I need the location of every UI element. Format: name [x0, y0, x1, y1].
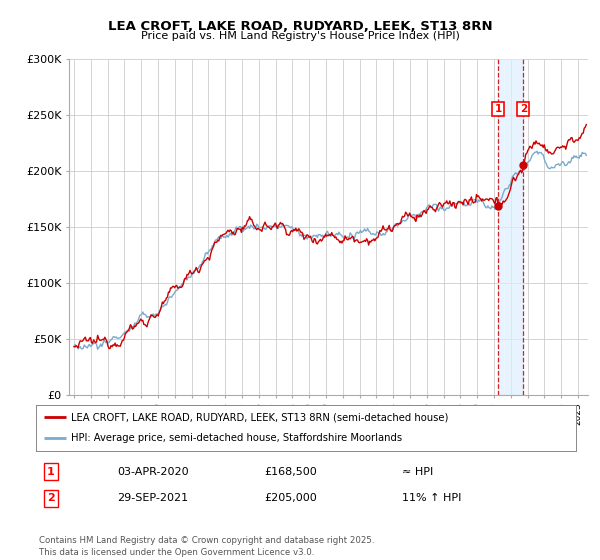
Text: 2: 2 [47, 493, 55, 503]
Text: LEA CROFT, LAKE ROAD, RUDYARD, LEEK, ST13 8RN: LEA CROFT, LAKE ROAD, RUDYARD, LEEK, ST1… [107, 20, 493, 32]
Text: ≈ HPI: ≈ HPI [402, 466, 433, 477]
Text: LEA CROFT, LAKE ROAD, RUDYARD, LEEK, ST13 8RN (semi-detached house): LEA CROFT, LAKE ROAD, RUDYARD, LEEK, ST1… [71, 412, 448, 422]
Text: £168,500: £168,500 [264, 466, 317, 477]
Text: 03-APR-2020: 03-APR-2020 [117, 466, 188, 477]
Text: 1: 1 [47, 466, 55, 477]
Text: 1: 1 [494, 104, 502, 114]
Text: Contains HM Land Registry data © Crown copyright and database right 2025.
This d: Contains HM Land Registry data © Crown c… [39, 536, 374, 557]
Text: £205,000: £205,000 [264, 493, 317, 503]
Bar [498, 59, 523, 395]
Text: 11% ↑ HPI: 11% ↑ HPI [402, 493, 461, 503]
Text: 2: 2 [520, 104, 527, 114]
Text: Price paid vs. HM Land Registry's House Price Index (HPI): Price paid vs. HM Land Registry's House … [140, 31, 460, 41]
Text: 29-SEP-2021: 29-SEP-2021 [117, 493, 188, 503]
Text: HPI: Average price, semi-detached house, Staffordshire Moorlands: HPI: Average price, semi-detached house,… [71, 433, 402, 444]
